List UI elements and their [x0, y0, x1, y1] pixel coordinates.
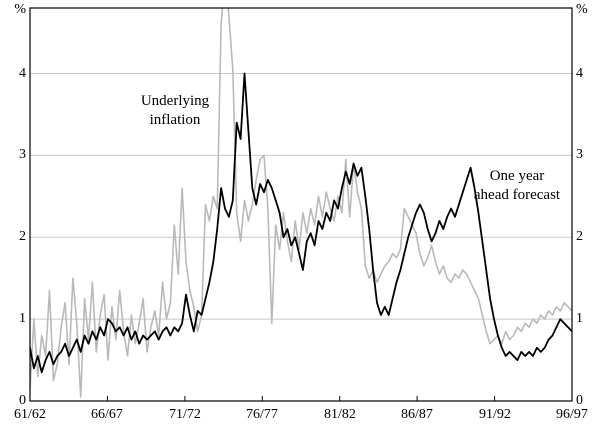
- y-axis-tick-label-right: 1: [576, 311, 583, 326]
- annotation-line: inflation: [149, 112, 201, 128]
- y-axis-tick-label-right: 0: [576, 393, 583, 408]
- y-axis-tick-label-left: 4: [19, 66, 26, 81]
- x-axis-tick-label: 61/62: [14, 407, 46, 422]
- y-axis-tick-label-left: 0: [19, 393, 26, 408]
- y-axis-tick-label-left: 3: [19, 147, 26, 162]
- plot-frame: [29, 7, 573, 402]
- y-axis-tick-label-right: 2: [576, 229, 583, 244]
- y-axis-unit-right: %: [576, 2, 588, 17]
- x-axis-tick-label: 86/87: [401, 407, 433, 422]
- series-line-forecast: [30, 8, 572, 398]
- x-axis-tick-label: 71/72: [169, 407, 201, 422]
- annotation-line: ahead forecast: [473, 187, 561, 203]
- annotation-one-year-ahead-forecast: One year ahead forecast: [452, 167, 582, 205]
- x-axis-tick-label: 76/77: [246, 407, 278, 422]
- y-axis-tick-label-left: 1: [19, 311, 26, 326]
- x-axis-tick-label: 91/92: [479, 407, 511, 422]
- annotation-line: One year: [489, 168, 545, 184]
- y-axis-tick-label-left: 2: [19, 229, 26, 244]
- x-axis-tick-label: 96/97: [556, 407, 588, 422]
- annotation-line: Underlying: [140, 93, 210, 109]
- y-axis-tick-label-right: 3: [576, 147, 583, 162]
- x-axis-tick-label: 66/67: [91, 407, 123, 422]
- x-axis-tick-label: 81/82: [324, 407, 356, 422]
- series-line-underlying: [30, 72, 572, 374]
- y-axis-unit-left: %: [14, 2, 26, 17]
- y-axis-tick-label-right: 4: [576, 66, 583, 81]
- annotation-underlying-inflation: Underlying inflation: [115, 92, 235, 130]
